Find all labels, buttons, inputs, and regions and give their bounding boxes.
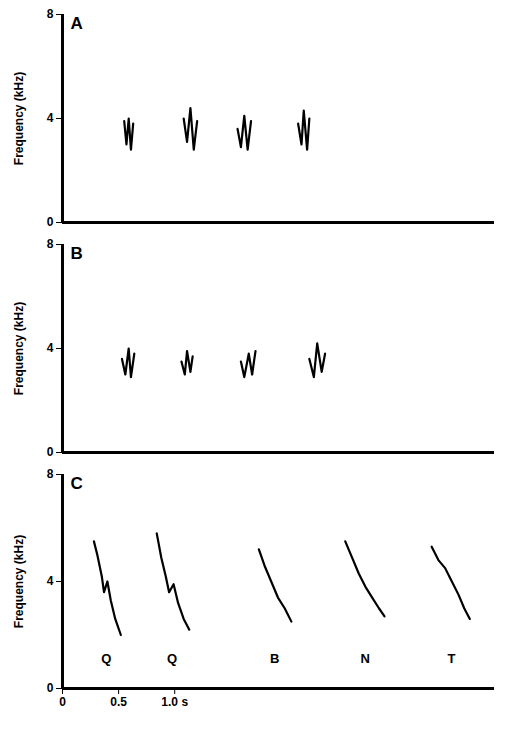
svg-text:Q: Q — [101, 651, 111, 666]
svg-text:C: C — [71, 474, 83, 493]
svg-text:0.5: 0.5 — [110, 695, 127, 709]
svg-text:T: T — [447, 651, 455, 666]
svg-text:B: B — [71, 244, 83, 263]
svg-text:8: 8 — [47, 467, 54, 481]
svg-text:Frequency (kHz): Frequency (kHz) — [12, 535, 26, 628]
svg-text:Frequency (kHz): Frequency (kHz) — [12, 72, 26, 165]
svg-text:0: 0 — [47, 445, 54, 459]
svg-text:0: 0 — [59, 695, 66, 709]
svg-text:0: 0 — [47, 681, 54, 695]
svg-text:Frequency (kHz): Frequency (kHz) — [12, 302, 26, 395]
svg-text:N: N — [361, 651, 370, 666]
svg-text:8: 8 — [47, 7, 54, 21]
svg-text:1.0 s: 1.0 s — [161, 695, 188, 709]
svg-text:B: B — [270, 651, 279, 666]
svg-text:8: 8 — [47, 237, 54, 251]
svg-text:Q: Q — [167, 651, 177, 666]
svg-text:0: 0 — [47, 215, 54, 229]
svg-text:A: A — [71, 14, 83, 33]
svg-text:4: 4 — [47, 111, 54, 125]
svg-text:4: 4 — [47, 341, 54, 355]
svg-text:4: 4 — [47, 574, 54, 588]
